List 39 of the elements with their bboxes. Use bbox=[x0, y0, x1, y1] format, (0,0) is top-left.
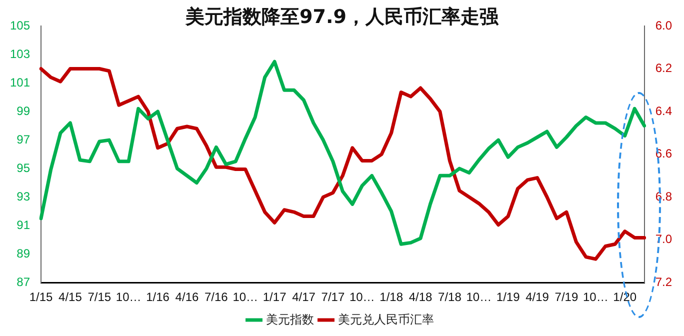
y2-tick-label: 7.2 bbox=[655, 274, 672, 289]
x-tick-label: 7/16 bbox=[204, 290, 228, 304]
x-tick-label: 10… bbox=[116, 290, 142, 304]
x-tick-label: 7/18 bbox=[438, 290, 462, 304]
x-tick-label: 4/18 bbox=[408, 290, 433, 304]
x-tick-label: 1/18 bbox=[380, 290, 404, 304]
legend-label: 美元指数 bbox=[266, 312, 314, 326]
x-tick-label: 1/19 bbox=[496, 290, 520, 304]
x-tick-label: 4/15 bbox=[58, 290, 82, 304]
x-tick-label: 10… bbox=[582, 290, 608, 304]
x-tick-label: 7/15 bbox=[88, 290, 112, 304]
x-tick-label: 1/20 bbox=[613, 290, 637, 304]
x-tick-label: 10… bbox=[466, 290, 492, 304]
legend-label: 美元兑人民币汇率 bbox=[338, 312, 434, 326]
y2-tick-label: 6.2 bbox=[655, 61, 672, 76]
chart-title: 美元指数降至97.9，人民币汇率走强 bbox=[186, 6, 498, 28]
x-tick-label: 1/17 bbox=[262, 290, 287, 304]
x-tick-label: 7/17 bbox=[321, 290, 345, 304]
y-tick-label: 89 bbox=[16, 246, 30, 260]
x-tick-label: 4/16 bbox=[175, 290, 199, 304]
y-tick-label: 97 bbox=[16, 132, 30, 146]
y-tick-label: 99 bbox=[16, 104, 30, 118]
x-tick-label: 10… bbox=[349, 290, 375, 304]
x-tick-label: 7/19 bbox=[554, 290, 578, 304]
y-tick-label: 93 bbox=[16, 189, 30, 204]
y2-tick-label: 6.6 bbox=[655, 146, 672, 161]
y2-tick-label: 6.0 bbox=[655, 18, 672, 32]
y-tick-label: 87 bbox=[16, 274, 30, 289]
y-tick-label: 95 bbox=[16, 160, 30, 175]
x-tick-label: 4/17 bbox=[292, 290, 316, 304]
y-tick-label: 105 bbox=[10, 18, 30, 32]
x-tick-label: 4/19 bbox=[526, 290, 550, 304]
x-tick-label: 1/16 bbox=[146, 290, 170, 304]
y-tick-label: 103 bbox=[10, 46, 30, 61]
y-tick-label: 91 bbox=[16, 218, 30, 232]
y2-tick-label: 6.4 bbox=[655, 104, 672, 118]
x-tick-label: 1/15 bbox=[29, 290, 54, 304]
y-tick-label: 101 bbox=[10, 75, 30, 90]
x-tick-label: 10… bbox=[232, 290, 258, 304]
